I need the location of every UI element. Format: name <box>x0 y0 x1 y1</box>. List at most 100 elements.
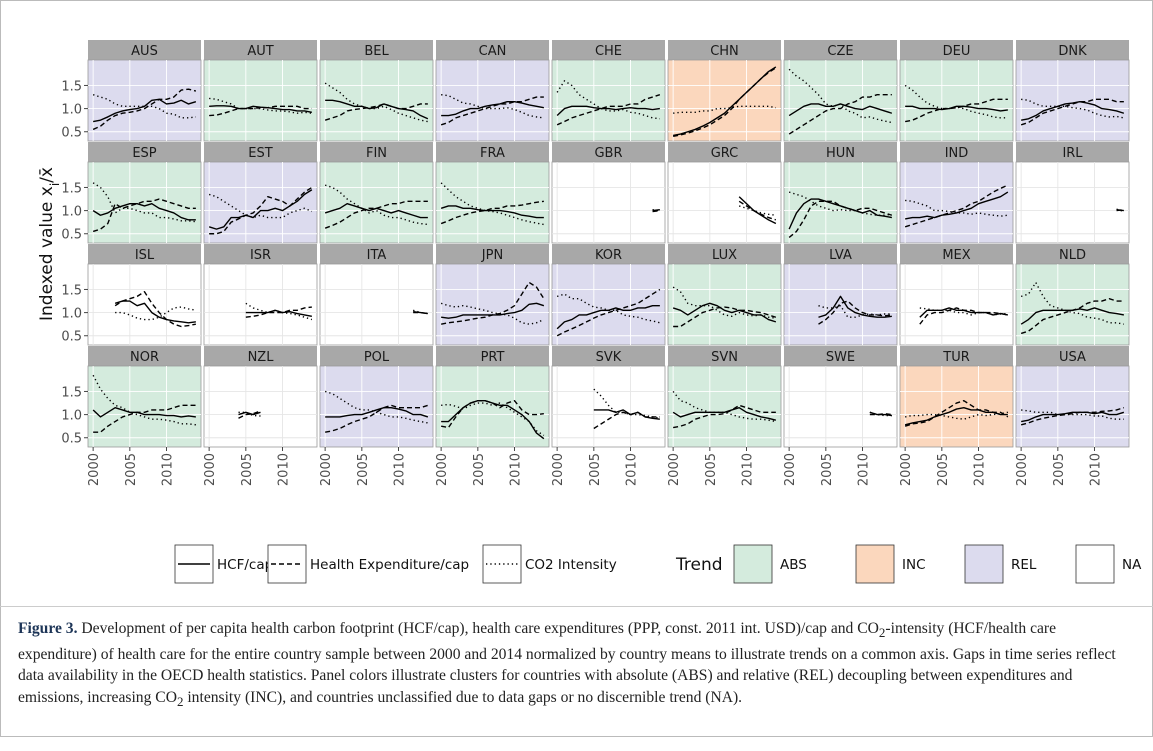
strip <box>784 244 897 264</box>
series-line <box>904 184 1009 228</box>
legend-label: ABS <box>780 557 807 573</box>
panel-background <box>783 161 898 244</box>
strip <box>436 244 549 264</box>
panel-background <box>551 59 666 142</box>
strip-title: DEU <box>943 44 971 59</box>
panel: ITA <box>319 244 434 346</box>
y-tick-label: 1.0 <box>61 409 82 424</box>
series-line <box>905 411 1008 420</box>
panel: FIN <box>319 142 434 244</box>
series-line <box>904 400 1009 427</box>
series-line <box>209 97 312 114</box>
panel: BEL <box>319 40 434 142</box>
series-line <box>1116 208 1125 213</box>
strip-title: SVK <box>596 350 622 365</box>
series-line <box>325 99 429 120</box>
series-line <box>905 105 1008 112</box>
panel-background <box>899 365 1014 448</box>
panel-background <box>667 365 782 448</box>
x-tick-label: 2000 <box>87 453 102 486</box>
x-tick-label: 2000 <box>551 453 566 486</box>
series-line <box>440 182 544 226</box>
series-line <box>92 94 196 119</box>
series-line <box>556 80 660 120</box>
series-line <box>208 189 313 230</box>
caption-label: Figure 3. <box>18 620 78 637</box>
strip <box>320 40 433 60</box>
panel-background <box>1015 365 1130 448</box>
series-line <box>92 374 196 426</box>
x-tick-label: 2010 <box>1089 453 1104 486</box>
panel-background <box>435 59 550 142</box>
panel: IRL <box>1015 142 1130 244</box>
panel-background <box>783 59 898 142</box>
strip <box>784 346 897 366</box>
strip-title: POL <box>364 350 390 365</box>
x-tick-label: 2005 <box>356 453 371 486</box>
series-line <box>818 295 892 318</box>
strip <box>320 142 433 162</box>
series-line <box>905 191 1009 220</box>
panel: NLD <box>1015 244 1130 346</box>
x-tick-label: 2000 <box>319 453 334 486</box>
series-line <box>905 98 1008 123</box>
series-line <box>1020 98 1124 126</box>
panel: JPN <box>435 244 550 346</box>
panel: ISR <box>203 244 318 346</box>
series-line <box>652 208 660 212</box>
series-line <box>556 94 661 126</box>
chart: AUS 0.5 1.0 1.5 AUT BEL CAN CHE CHN CZE DEU DNK ESP 0… <box>37 40 1142 584</box>
series-line <box>441 100 544 117</box>
legend-label: INC <box>902 557 926 573</box>
series-line <box>324 103 428 121</box>
strip <box>320 244 433 264</box>
strip <box>668 244 781 264</box>
legend-label: REL <box>1011 557 1037 573</box>
strip-title: AUS <box>131 44 158 59</box>
panel-background <box>319 365 434 448</box>
series-line <box>114 291 196 328</box>
strip-title: CHN <box>710 44 739 59</box>
strip <box>668 142 781 162</box>
panel-background <box>203 59 318 142</box>
strip <box>88 40 201 60</box>
panel: FRA <box>435 142 550 244</box>
series-line <box>92 406 196 418</box>
series-line <box>672 302 777 323</box>
panel: DNK <box>1015 40 1130 142</box>
series-line <box>325 406 429 418</box>
series-line <box>238 410 261 419</box>
legend-key <box>733 544 773 584</box>
series-line <box>209 186 313 235</box>
panel: EST <box>203 142 318 244</box>
panel: NZL 2000 2005 2010 <box>203 346 318 486</box>
series-line <box>114 300 196 324</box>
panel-background <box>551 161 666 244</box>
panel-background <box>551 263 666 346</box>
panel-background <box>551 365 666 448</box>
series-line <box>441 400 545 440</box>
series-line <box>788 103 893 117</box>
series-line <box>672 391 776 423</box>
panel-background <box>319 161 434 244</box>
series-line <box>413 311 428 315</box>
series-line <box>324 200 428 229</box>
panel: PRT 2000 2005 2010 <box>435 346 550 486</box>
panel-background <box>435 161 550 244</box>
panel-background <box>1015 263 1130 346</box>
panel: ESP 0.5 1.0 1.5 <box>61 142 202 244</box>
panel: CHN <box>667 40 782 142</box>
strip-title: CAN <box>479 44 507 59</box>
strip <box>1016 244 1129 264</box>
strip-title: IND <box>945 146 969 161</box>
strip-title: BEL <box>364 44 389 59</box>
series-line <box>324 390 428 424</box>
x-tick-label: 2010 <box>277 453 292 486</box>
strip-title: CZE <box>827 44 853 59</box>
strip-title: MEX <box>942 248 970 263</box>
strip-title: LVA <box>829 248 852 263</box>
series-line <box>673 306 777 328</box>
strip-title: EST <box>248 146 272 161</box>
panel: LVA <box>783 244 898 346</box>
series-line <box>672 406 777 421</box>
